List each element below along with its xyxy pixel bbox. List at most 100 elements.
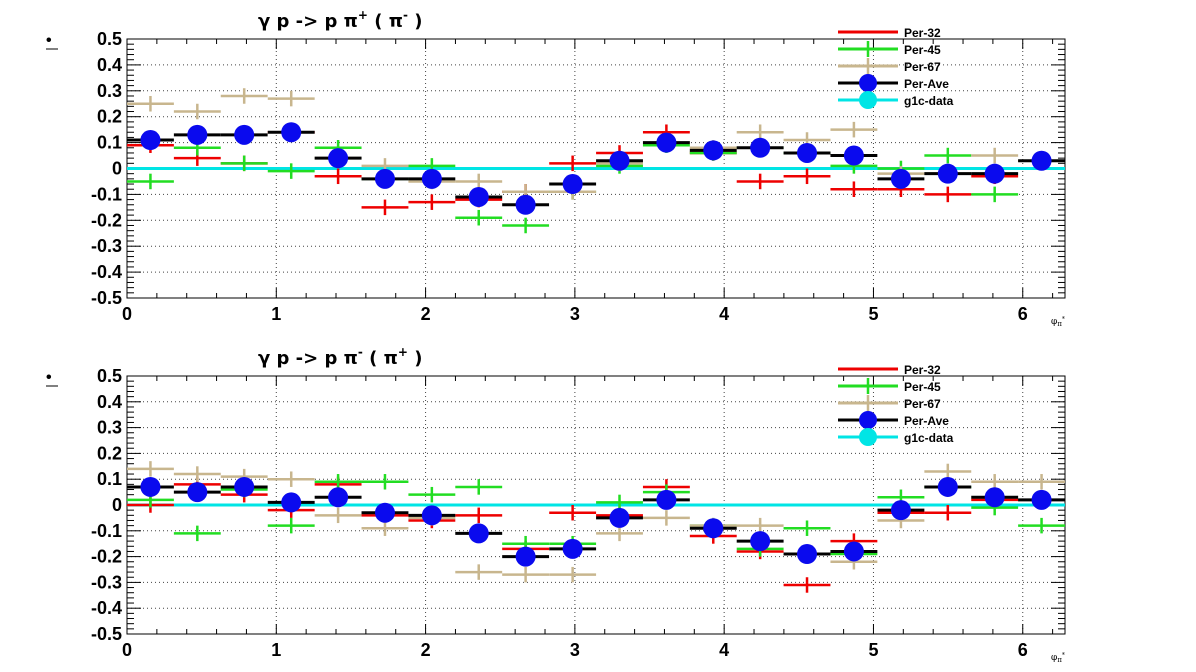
series-per-ave <box>127 122 1065 215</box>
per-ave-point <box>140 130 161 151</box>
y-tick-label: 0.4 <box>97 55 122 75</box>
per-ave-point <box>703 518 724 539</box>
chart-title-sup: - <box>358 345 363 359</box>
y-tick-label: -0.5 <box>91 288 122 308</box>
per-ave-point <box>281 122 302 143</box>
per-ave-point <box>656 489 677 510</box>
legend-item: Per-45 <box>838 41 941 57</box>
legend-label: Per-45 <box>904 380 941 394</box>
per-ave-point <box>468 523 489 544</box>
y-tick-label: 0.1 <box>97 469 122 489</box>
chart-title-end: ) <box>408 348 423 369</box>
per-ave-point <box>187 124 208 145</box>
legend-label: Per-32 <box>904 363 941 377</box>
per-ave-point <box>515 546 536 567</box>
per-ave-point <box>984 163 1005 184</box>
chart-title: γ p -> p π- ( π+ ) <box>258 345 422 369</box>
y-tick-label: 0 <box>112 495 122 515</box>
x-tick-label: 4 <box>719 640 729 660</box>
chart-title-sup: + <box>398 345 408 359</box>
per-ave-point <box>656 132 677 153</box>
per-ave-point <box>1031 150 1052 171</box>
per-ave-point <box>468 186 489 207</box>
legend-item: Per-32 <box>838 26 941 40</box>
per-ave-point <box>750 137 771 158</box>
y-tick-label: -0.1 <box>91 521 122 541</box>
per-ave-point <box>515 194 536 215</box>
legend: Per-32 Per-45 Per-67 Per-Ave g1c-data <box>838 363 954 446</box>
x-tick-label: 1 <box>271 304 281 324</box>
x-tick-label: 2 <box>421 640 431 660</box>
y-tick-label: -0.4 <box>91 262 122 282</box>
per-ave-point <box>843 541 864 562</box>
x-tick-label: 5 <box>868 640 878 660</box>
chart-panel-1: 0 1 2 3 4 5 6 0.5 0.4 0.3 0.2 0.1 0 -0.1 -0.2 -0.3 -0.4 -… <box>46 8 1066 328</box>
series-per-ave <box>127 476 1065 567</box>
per-ave-point <box>140 476 161 497</box>
legend-item: Per-45 <box>838 378 941 394</box>
y-tick-label: -0.3 <box>91 572 122 592</box>
legend: Per-32 Per-45 Per-67 Per-Ave g1c-data <box>838 26 954 109</box>
x-axis-unit-label: φπ* <box>1051 652 1065 664</box>
x-tick-label: 3 <box>570 304 580 324</box>
legend-item: Per-32 <box>838 363 941 377</box>
per-ave-point <box>328 148 349 169</box>
legend-item: Per-67 <box>838 58 941 74</box>
chart-title-base: γ p -> p π <box>258 348 358 369</box>
legend-item: Per-67 <box>838 395 941 411</box>
y-tick-label: -0.2 <box>91 547 122 567</box>
per-ave-point <box>421 505 442 526</box>
x-tick-label: 1 <box>271 640 281 660</box>
chart-title-mid: ( π <box>368 11 403 32</box>
y-tick-label: -0.3 <box>91 236 122 256</box>
x-tick-label: 0 <box>122 640 132 660</box>
legend-item: g1c-data <box>838 91 954 109</box>
per-ave-point <box>937 476 958 497</box>
legend-swatch-marker <box>859 74 877 92</box>
y-tick-label: -0.4 <box>91 598 122 618</box>
x-tick-label: 5 <box>868 304 878 324</box>
legend-swatch-marker <box>859 428 877 446</box>
chart-title-sup: - <box>403 8 408 22</box>
x-tick-label: 6 <box>1018 640 1028 660</box>
per-ave-point <box>562 174 583 195</box>
y-tick-label: 0.3 <box>97 418 122 438</box>
y-tick-label: 0 <box>112 159 122 179</box>
chart-title-base: γ p -> p π <box>258 11 358 32</box>
per-ave-point <box>234 124 255 145</box>
y-tick-label: 0.4 <box>97 392 122 412</box>
y-tick-label: -0.2 <box>91 210 122 230</box>
legend-swatch-marker <box>859 411 877 429</box>
x-axis-unit-sup: * <box>1062 652 1065 659</box>
y-tick-label: 0.2 <box>97 443 122 463</box>
per-ave-point <box>187 482 208 503</box>
per-ave-point <box>374 502 395 523</box>
x-tick-label: 2 <box>421 304 431 324</box>
chart-title-sup: + <box>358 8 368 22</box>
y-tick-label: -0.1 <box>91 184 122 204</box>
y-tick-label: 0.5 <box>97 366 122 386</box>
legend-label: g1c-data <box>904 431 954 445</box>
per-ave-point <box>1031 489 1052 510</box>
per-ave-point <box>750 531 771 552</box>
y-tick-label: 0.1 <box>97 133 122 153</box>
per-ave-point <box>609 150 630 171</box>
legend-item: Per-Ave <box>838 411 949 429</box>
per-ave-point <box>609 507 630 528</box>
x-axis-unit-sup: * <box>1062 316 1065 323</box>
chart-title: γ p -> p π+ ( π- ) <box>258 8 422 32</box>
x-tick-label: 3 <box>570 640 580 660</box>
y-tick-label: -0.5 <box>91 624 122 644</box>
per-ave-point <box>703 140 724 161</box>
x-tick-label: 6 <box>1018 304 1028 324</box>
per-ave-point <box>843 145 864 166</box>
legend-item: Per-Ave <box>838 74 949 92</box>
per-ave-point <box>281 492 302 513</box>
legend-label: Per-67 <box>904 60 941 74</box>
legend-label: Per-Ave <box>904 77 949 91</box>
chart-title-end: ) <box>408 11 423 32</box>
chart-title-mid: ( π <box>363 348 398 369</box>
panel-bullet: • <box>46 32 52 49</box>
x-axis-unit-label: φπ* <box>1051 316 1065 328</box>
chart-panel-2: 0 1 2 3 4 5 6 0.5 0.4 0.3 0.2 0.1 0 -0.1 -0.2 -0.3 -0.4 -… <box>46 345 1066 664</box>
